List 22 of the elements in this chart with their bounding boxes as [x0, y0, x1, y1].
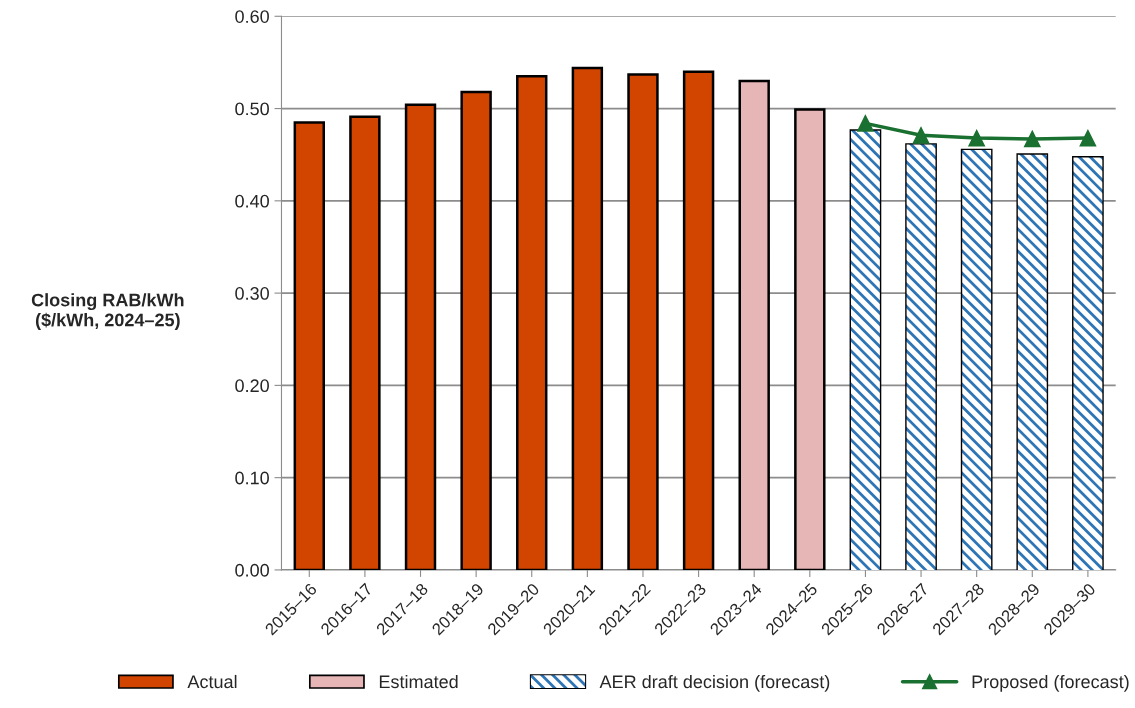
legend-label: AER draft decision (forecast) [599, 674, 830, 692]
y-tick-label: 0.50 [235, 102, 269, 116]
bar [738, 79, 770, 570]
bar [682, 70, 715, 570]
y-tick-label: 0.20 [235, 379, 269, 393]
bar [516, 75, 548, 570]
bar [349, 115, 381, 570]
y-tick-label: 0.00 [235, 563, 269, 577]
y-tick-label: 0.30 [235, 287, 269, 300]
legend-label: Proposed (forecast) [972, 674, 1129, 692]
bar [571, 66, 604, 570]
bar [293, 121, 325, 570]
legend-label: Actual [187, 674, 237, 689]
y-tick-label: 0.10 [235, 471, 269, 485]
bar [460, 90, 492, 570]
y-tick-label: 0.60 [235, 10, 269, 23]
y-tick-label: 0.40 [235, 194, 269, 208]
bar [627, 73, 659, 570]
bar [404, 103, 437, 570]
bar [794, 108, 826, 570]
y-axis-title: Closing RAB/kWh ($/kWh, 2024–25) [31, 293, 184, 330]
legend-label: Estimated [379, 674, 458, 689]
